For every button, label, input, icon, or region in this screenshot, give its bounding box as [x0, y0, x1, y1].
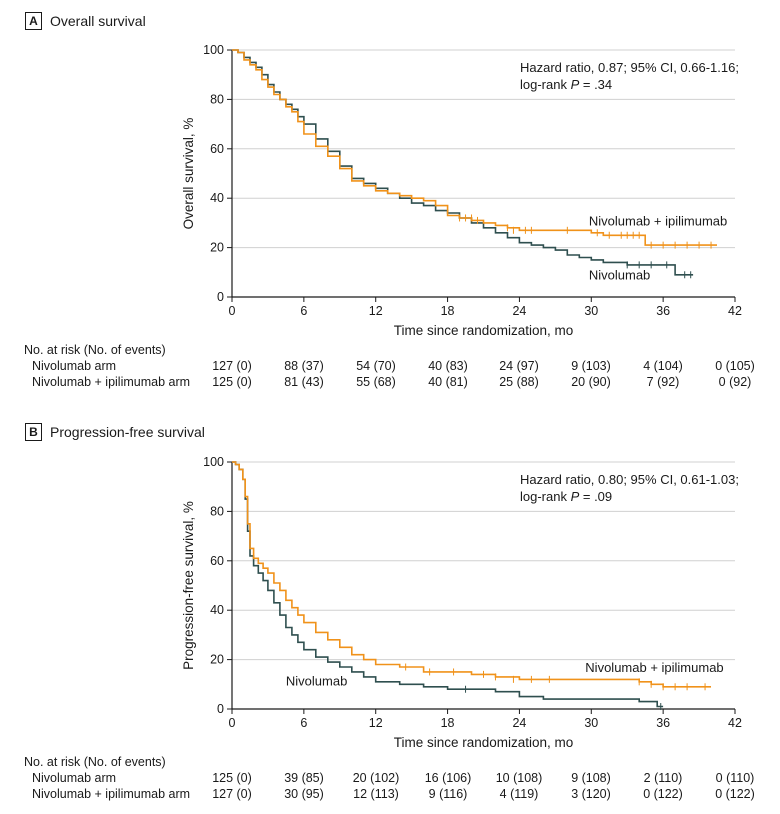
series-line-nivolumab-ipilimumab: [232, 461, 711, 688]
panel-b-label: B Progression-free survival: [25, 423, 205, 441]
x-tick-label-6: 6: [300, 304, 307, 318]
risk-cell: 12 (113): [353, 787, 399, 801]
risk-cell: 3 (120): [571, 787, 611, 801]
risk-cell: 54 (70): [356, 359, 396, 373]
risk-cell: 125 (0): [212, 771, 252, 785]
panel-a-letter: A: [25, 12, 42, 30]
risk-cell: 9 (108): [571, 771, 611, 785]
risk-cell: 88 (37): [284, 359, 324, 373]
log-rank-value: = .09: [579, 489, 612, 504]
risk-row-label: Nivolumab + ipilimumab arm: [32, 787, 191, 801]
series-line-nivolumab-ipilimumab: [232, 49, 717, 246]
y-tick-label-80: 80: [210, 504, 224, 518]
risk-cell: 0 (110): [715, 771, 755, 785]
x-tick-label-0: 0: [229, 716, 236, 730]
log-rank-p: P: [571, 489, 580, 504]
risk-cell: 39 (85): [284, 771, 324, 785]
y-tick-label-40: 40: [210, 191, 224, 205]
y-tick-label-40: 40: [210, 603, 224, 617]
risk-cell: 24 (97): [499, 359, 539, 373]
risk-cell: 10 (108): [495, 771, 543, 785]
overall-survival-chart: 0 20 40 60 80 100 0 6 12 18 24 30 36 42 Time since ran…: [181, 43, 742, 338]
x-tick-label-12: 12: [369, 716, 383, 730]
risk-cell: 25 (88): [499, 375, 539, 389]
risk-cell: 0 (122): [643, 787, 683, 801]
y-tick-label-60: 60: [210, 142, 224, 156]
risk-cell: 0 (105): [715, 359, 755, 373]
hazard-ratio-text: Hazard ratio, 0.80; 95% CI, 0.61-1.03;: [520, 472, 739, 487]
curve-label-nivolumab: Nivolumab: [286, 674, 347, 689]
series-line-nivolumab: [232, 49, 694, 276]
risk-table-title: No. at risk (No. of events): [24, 755, 166, 769]
risk-cell: 20 (102): [352, 771, 400, 785]
panel-b-letter: B: [25, 423, 42, 441]
curve-label-nivolumab-ipilimumab: Nivolumab + ipilimumab: [589, 213, 727, 228]
log-rank-text: log-rank P = .34: [520, 77, 612, 92]
x-tick-label-36: 36: [656, 716, 670, 730]
y-tick-label-0: 0: [217, 702, 224, 716]
risk-cell: 4 (119): [499, 787, 539, 801]
curve-label-nivolumab-ipilimumab: Nivolumab + ipilimumab: [585, 660, 723, 675]
panel-a-title: Overall survival: [50, 13, 146, 29]
y-tick-label-20: 20: [210, 241, 224, 255]
risk-table-title: No. at risk (No. of events): [24, 343, 166, 357]
x-tick-label-24: 24: [512, 716, 526, 730]
log-rank-p: P: [571, 77, 580, 92]
x-tick-label-18: 18: [441, 304, 455, 318]
risk-cell: 7 (92): [646, 375, 680, 389]
progression-free-survival-chart: 0 20 40 60 80 100 0 6 12 18 24 30 36 42 Time since ran…: [181, 455, 742, 750]
risk-cell: 4 (104): [643, 359, 683, 373]
risk-cell: 2 (110): [643, 771, 683, 785]
y-tick-label-100: 100: [203, 43, 224, 57]
x-tick-label-6: 6: [300, 716, 307, 730]
x-tick-label-0: 0: [229, 304, 236, 318]
y-tick-label-80: 80: [210, 92, 224, 106]
risk-row-label: Nivolumab arm: [32, 359, 117, 373]
risk-cell: 40 (83): [428, 359, 468, 373]
risk-cell: 30 (95): [284, 787, 324, 801]
y-axis-label: Progression-free survival, %: [181, 501, 196, 670]
panel-b-title: Progression-free survival: [50, 424, 205, 440]
risk-cell: 0 (92): [718, 375, 752, 389]
risk-cell: 16 (106): [424, 771, 472, 785]
y-axis-label: Overall survival, %: [181, 118, 196, 230]
y-tick-label-0: 0: [217, 290, 224, 304]
x-tick-label-12: 12: [369, 304, 383, 318]
y-tick-label-60: 60: [210, 554, 224, 568]
risk-row-label: Nivolumab + ipilimumab arm: [32, 375, 191, 389]
log-rank-text: log-rank P = .09: [520, 489, 612, 504]
x-tick-label-24: 24: [512, 304, 526, 318]
x-tick-label-18: 18: [441, 716, 455, 730]
risk-cell: 0 (122): [715, 787, 755, 801]
log-rank-value: = .34: [579, 77, 612, 92]
risk-row-label: Nivolumab arm: [32, 771, 117, 785]
y-tick-label-100: 100: [203, 455, 224, 469]
log-rank-prefix: log-rank: [520, 77, 571, 92]
x-tick-label-30: 30: [584, 304, 598, 318]
x-axis-label: Time since randomization, mo: [394, 323, 574, 338]
curve-label-nivolumab: Nivolumab: [589, 268, 650, 283]
log-rank-prefix: log-rank: [520, 489, 571, 504]
risk-cell: 81 (43): [284, 375, 324, 389]
hazard-ratio-text: Hazard ratio, 0.87; 95% CI, 0.66-1.16;: [520, 60, 739, 75]
x-axis-label: Time since randomization, mo: [394, 735, 574, 750]
x-tick-label-42: 42: [728, 304, 742, 318]
x-tick-label-30: 30: [584, 716, 598, 730]
risk-cell: 127 (0): [212, 787, 252, 801]
risk-cell: 127 (0): [212, 359, 252, 373]
risk-cell: 125 (0): [212, 375, 252, 389]
risk-cell: 20 (90): [571, 375, 611, 389]
risk-cell: 9 (116): [428, 787, 468, 801]
risk-cell: 9 (103): [571, 359, 611, 373]
risk-cell: 55 (68): [356, 375, 396, 389]
y-tick-label-20: 20: [210, 653, 224, 667]
x-tick-label-42: 42: [728, 716, 742, 730]
risk-cell: 40 (81): [428, 375, 468, 389]
panel-a-label: A Overall survival: [25, 12, 146, 30]
x-tick-label-36: 36: [656, 304, 670, 318]
